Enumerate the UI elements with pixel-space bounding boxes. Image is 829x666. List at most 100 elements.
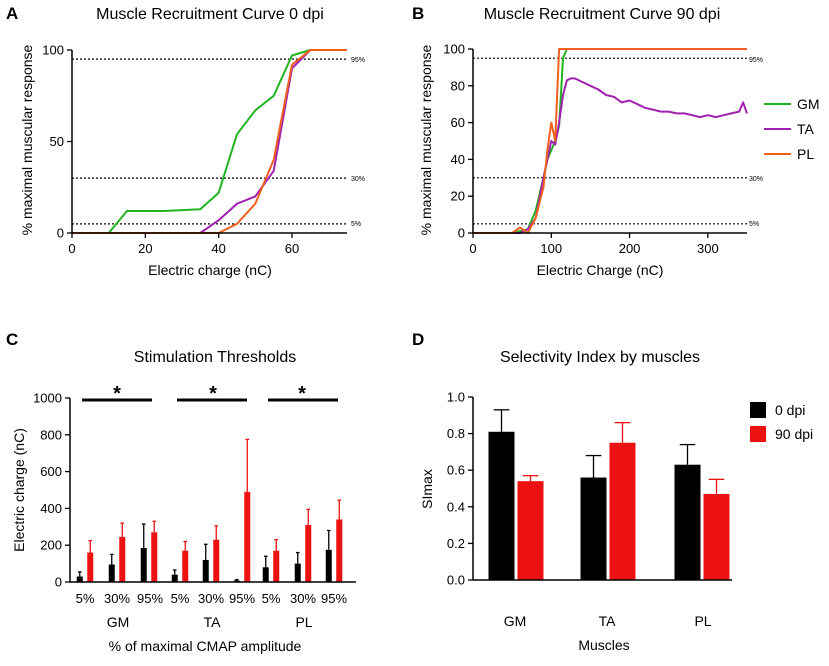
bar-gm-5--90dpi bbox=[87, 552, 94, 582]
series-line-gm bbox=[473, 48, 747, 234]
panel-c-muscle-labels: GM TA PL bbox=[107, 614, 313, 630]
bar-gm-95--0dpi bbox=[140, 547, 147, 582]
legend-ta-label: TA bbox=[797, 121, 815, 137]
y-tick-label: 0.2 bbox=[447, 536, 465, 551]
y-tick-label: 0.0 bbox=[447, 573, 465, 588]
y-tick-label: 200 bbox=[40, 538, 62, 553]
panel-d-bars bbox=[488, 409, 730, 580]
y-tick-label: 40 bbox=[451, 152, 465, 167]
threshold-label-ta-95: 95% bbox=[229, 591, 255, 606]
y-tick-label: 50 bbox=[50, 134, 64, 149]
panel-d-ticks: 0.0 0.2 0.4 0.6 0.8 1.0 bbox=[447, 390, 473, 588]
bar-pl-95--0dpi bbox=[325, 549, 332, 582]
x-tick-label: 0 bbox=[68, 241, 75, 256]
bar-gm-90dpi bbox=[517, 481, 544, 580]
x-tick-label: 0 bbox=[469, 241, 476, 256]
y-tick-label: 100 bbox=[443, 42, 465, 57]
threshold-label-ta-5: 5% bbox=[171, 591, 190, 606]
y-tick-label: 600 bbox=[40, 464, 62, 479]
panel-a-xlabel: Electric charge (nC) bbox=[148, 262, 272, 278]
panel-d-legend: 0 dpi 90 dpi bbox=[750, 402, 813, 442]
panel-a-ref-label-30: 30% bbox=[351, 176, 365, 183]
legend-0dpi-label: 0 dpi bbox=[775, 402, 805, 418]
bar-ta-30--90dpi bbox=[213, 539, 220, 582]
threshold-label-ta-30: 30% bbox=[198, 591, 224, 606]
bar-pl-30--90dpi bbox=[305, 524, 312, 582]
bar-ta-5--90dpi bbox=[182, 550, 189, 582]
panel-d-title: Selectivity Index by muscles bbox=[500, 349, 700, 366]
category-label-pl: PL bbox=[694, 613, 711, 629]
x-tick-label: 40 bbox=[211, 241, 225, 256]
bar-ta-5--0dpi bbox=[171, 574, 178, 582]
series-line-ta bbox=[72, 49, 347, 234]
panel-a-title: Muscle Recruitment Curve 0 dpi bbox=[96, 6, 324, 23]
legend-90dpi-label: 90 dpi bbox=[775, 426, 813, 442]
panel-letter-d: D bbox=[412, 330, 424, 349]
panel-c-significance: * * * bbox=[82, 383, 338, 405]
significance-star-pl: * bbox=[298, 383, 306, 405]
bar-gm-30--90dpi bbox=[119, 536, 126, 582]
panel-c: C Stimulation Thresholds Electric charge… bbox=[6, 330, 356, 654]
panel-b-legend: GM TA PL bbox=[764, 96, 820, 162]
threshold-label-pl-5: 5% bbox=[262, 591, 281, 606]
series-line-gm bbox=[72, 49, 347, 234]
panel-b-ref-label-5: 5% bbox=[749, 221, 759, 228]
y-tick-label: 1000 bbox=[33, 391, 62, 406]
y-tick-label: 0.4 bbox=[447, 499, 465, 514]
threshold-label-gm-95: 95% bbox=[137, 591, 163, 606]
panel-a-reference-lines bbox=[72, 58, 347, 225]
bar-gm-95--90dpi bbox=[151, 532, 158, 582]
legend-0dpi-swatch bbox=[750, 402, 766, 418]
legend-pl-label: PL bbox=[797, 146, 814, 162]
legend-90dpi-swatch bbox=[750, 426, 766, 442]
x-tick-label: 200 bbox=[619, 241, 641, 256]
panel-a-ticks: 0 20 40 60 0 50 100 bbox=[42, 43, 299, 257]
bar-gm-30--0dpi bbox=[108, 564, 115, 582]
threshold-label-pl-95: 95% bbox=[321, 591, 347, 606]
x-tick-label: 100 bbox=[540, 241, 562, 256]
panel-c-ylabel: Electric charge (nC) bbox=[11, 428, 27, 552]
threshold-label-gm-5: 5% bbox=[76, 591, 95, 606]
panel-c-threshold-labels: 5% 30% 95% 5% 30% 95% 5% 30% 95% bbox=[76, 591, 348, 606]
series-line-pl bbox=[473, 48, 747, 234]
panel-letter-b: B bbox=[412, 4, 424, 23]
y-tick-label: 80 bbox=[451, 78, 465, 93]
y-tick-label: 0 bbox=[458, 226, 465, 241]
bar-ta-90dpi bbox=[609, 442, 636, 580]
bar-ta-30--0dpi bbox=[202, 559, 209, 582]
bar-pl-90dpi bbox=[703, 493, 730, 580]
y-tick-label: 400 bbox=[40, 501, 62, 516]
y-tick-label: 20 bbox=[451, 189, 465, 204]
y-tick-label: 0.6 bbox=[447, 463, 465, 478]
panel-c-bars bbox=[76, 438, 343, 582]
threshold-label-pl-30: 30% bbox=[290, 591, 316, 606]
x-tick-label: 300 bbox=[697, 241, 719, 256]
y-tick-label: 0 bbox=[57, 226, 64, 241]
legend-gm-label: GM bbox=[797, 96, 820, 112]
bar-pl-30--0dpi bbox=[294, 563, 301, 582]
panel-a-series bbox=[72, 49, 347, 234]
y-tick-label: 100 bbox=[42, 43, 64, 58]
y-tick-label: 0.8 bbox=[447, 426, 465, 441]
bar-ta-95--90dpi bbox=[244, 491, 251, 582]
panel-letter-a: A bbox=[6, 4, 18, 23]
panel-b-ticks: 0 100 200 300 0 20 40 60 80 100 bbox=[443, 42, 718, 257]
bar-gm-0dpi bbox=[488, 431, 515, 580]
panel-d-category-labels: GM TA PL bbox=[504, 613, 712, 629]
bar-pl-5--0dpi bbox=[262, 567, 269, 582]
panel-a-ref-label-5: 5% bbox=[351, 221, 361, 228]
threshold-label-gm-30: 30% bbox=[104, 591, 130, 606]
panel-b-series bbox=[473, 48, 748, 234]
significance-star-gm: * bbox=[113, 383, 121, 405]
bar-pl-0dpi bbox=[674, 464, 701, 580]
panel-c-ticks: 0 200 400 600 800 1000 bbox=[33, 391, 70, 590]
panel-b-ylabel: % maximal muscular response bbox=[418, 44, 434, 235]
panel-c-title: Stimulation Thresholds bbox=[134, 349, 296, 366]
panel-b-ref-label-95: 95% bbox=[749, 57, 763, 64]
panel-b-ref-label-30: 30% bbox=[749, 176, 763, 183]
category-label-ta: TA bbox=[599, 613, 617, 629]
panel-letter-c: C bbox=[6, 330, 18, 349]
panel-b-title: Muscle Recruitment Curve 90 dpi bbox=[484, 6, 721, 23]
panel-d-ylabel: SImax bbox=[419, 469, 435, 509]
